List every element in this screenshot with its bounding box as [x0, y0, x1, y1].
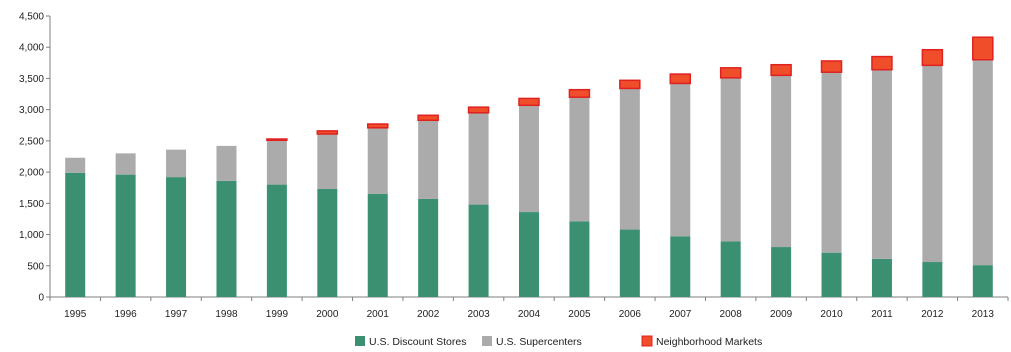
y-tick-label: 3,000 [19, 105, 44, 116]
y-tick-label: 0 [38, 293, 44, 304]
y-axis: 0 500 1,000 1,500 2,000 2,500 3,000 3,500 4,000 4… [19, 12, 51, 304]
x-tick-label: 2011 [871, 309, 893, 320]
bar-u-s-supercenters-1995 [65, 157, 86, 173]
bar-u-s-discount-stores-2004 [519, 212, 539, 297]
bar-neighborhood-markets-2005 [568, 88, 591, 98]
bar-u-s-discount-stores-2010 [821, 252, 842, 297]
bar-u-s-supercenters-2010 [821, 72, 842, 253]
bar-u-s-supercenters-1997 [166, 149, 187, 178]
bar-u-s-supercenters-1998 [216, 145, 237, 181]
bar-neighborhood-markets-1999 [266, 138, 288, 142]
legend-swatch [355, 336, 365, 346]
x-axis: 1995 1996 1997 1998 1999 2000 2001 2002 2003 2004… [49, 296, 1009, 320]
bar-neighborhood-markets-2003 [467, 106, 490, 114]
legend-swatch [641, 335, 653, 347]
x-tick-label: 2002 [417, 309, 440, 320]
bar-u-s-discount-stores-2003 [468, 204, 489, 297]
bar-u-s-discount-stores-2011 [871, 258, 892, 297]
bar-u-s-supercenters-2007 [670, 83, 691, 237]
bar-u-s-supercenters-2012 [922, 65, 943, 263]
bar-u-s-supercenters-2013 [972, 59, 993, 266]
y-tick-label: 4,500 [19, 12, 44, 23]
bar-u-s-supercenters-2008 [720, 77, 741, 242]
bar-neighborhood-markets-2011 [871, 55, 893, 71]
bar-neighborhood-markets-2009 [770, 63, 792, 77]
bar-neighborhood-markets-2001 [366, 123, 389, 129]
x-tick-label: 2005 [568, 309, 591, 320]
bar-u-s-discount-stores-2009 [771, 247, 792, 297]
bar-u-s-discount-stores-1997 [166, 177, 187, 297]
bar-u-s-discount-stores-1995 [65, 172, 86, 297]
legend-swatch [482, 336, 492, 346]
bar-u-s-supercenters-2002 [418, 120, 439, 199]
bar-neighborhood-markets-2012 [921, 48, 944, 67]
x-tick-label: 2010 [820, 309, 843, 320]
bar-u-s-discount-stores-2013 [972, 265, 993, 297]
x-tick-label: 2006 [619, 309, 642, 320]
x-tick-label: 2007 [669, 309, 692, 320]
y-tick-label: 4,000 [19, 43, 44, 54]
bar-u-s-supercenters-2005 [569, 97, 590, 222]
bar-u-s-discount-stores-2005 [569, 221, 590, 297]
x-tick-label: 1999 [266, 309, 289, 320]
bar-neighborhood-markets-2002 [417, 114, 439, 122]
bar-neighborhood-markets-2008 [719, 67, 742, 79]
x-tick-label: 2000 [316, 309, 339, 320]
legend-label: Neighborhood Markets [656, 336, 762, 348]
bar-u-s-supercenters-2000 [317, 134, 338, 189]
bar-u-s-discount-stores-1999 [266, 184, 287, 297]
x-tick-label: 2012 [921, 309, 944, 320]
x-tick-label: 2004 [518, 309, 541, 320]
legend-label: U.S. Supercenters [496, 336, 582, 348]
y-tick-label: 1,500 [19, 199, 44, 210]
x-tick-label: 2013 [972, 309, 995, 320]
bar-neighborhood-markets-2007 [669, 73, 692, 85]
bar-u-s-supercenters-2004 [519, 105, 539, 213]
bar-u-s-supercenters-2001 [367, 127, 388, 194]
x-tick-label: 1997 [165, 309, 188, 320]
bar-neighborhood-markets-2000 [316, 130, 339, 135]
x-tick-label: 1996 [115, 309, 138, 320]
bar-u-s-supercenters-2006 [619, 88, 640, 230]
y-tick-label: 1,000 [19, 230, 44, 241]
x-tick-label: 2001 [367, 309, 390, 320]
x-tick-label: 1995 [64, 309, 87, 320]
bars [65, 36, 994, 297]
legend: U.S. Discount Stores U.S. Supercenters Nei… [355, 335, 762, 348]
bar-u-s-discount-stores-2008 [720, 241, 741, 297]
bar-u-s-discount-stores-2006 [619, 229, 640, 297]
x-tick-label: 2003 [467, 309, 490, 320]
bar-u-s-supercenters-2003 [468, 112, 489, 205]
y-tick-label: 500 [27, 261, 44, 272]
bar-u-s-discount-stores-2000 [317, 188, 338, 297]
legend-label: U.S. Discount Stores [369, 336, 466, 348]
bar-u-s-supercenters-1996 [115, 153, 136, 175]
x-tick-label: 2009 [770, 309, 793, 320]
y-tick-label: 2,000 [19, 168, 44, 179]
y-tick-label: 3,500 [19, 74, 44, 85]
bar-u-s-discount-stores-2001 [367, 193, 388, 297]
bar-neighborhood-markets-2004 [518, 97, 540, 107]
bar-neighborhood-markets-2010 [820, 60, 843, 73]
bar-u-s-discount-stores-1996 [115, 174, 136, 297]
bar-u-s-supercenters-2009 [771, 75, 792, 248]
bar-neighborhood-markets-2013 [972, 36, 994, 61]
bar-u-s-discount-stores-2002 [418, 198, 439, 297]
bar-u-s-discount-stores-2007 [670, 236, 691, 297]
bar-u-s-supercenters-1999 [266, 140, 287, 185]
bar-u-s-discount-stores-1998 [216, 180, 237, 297]
bar-neighborhood-markets-2006 [619, 79, 641, 90]
bar-u-s-discount-stores-2012 [922, 262, 943, 297]
x-tick-label: 2008 [720, 309, 743, 320]
y-tick-label: 2,500 [19, 136, 44, 147]
bar-u-s-supercenters-2011 [871, 69, 892, 259]
x-tick-label: 1998 [215, 309, 238, 320]
